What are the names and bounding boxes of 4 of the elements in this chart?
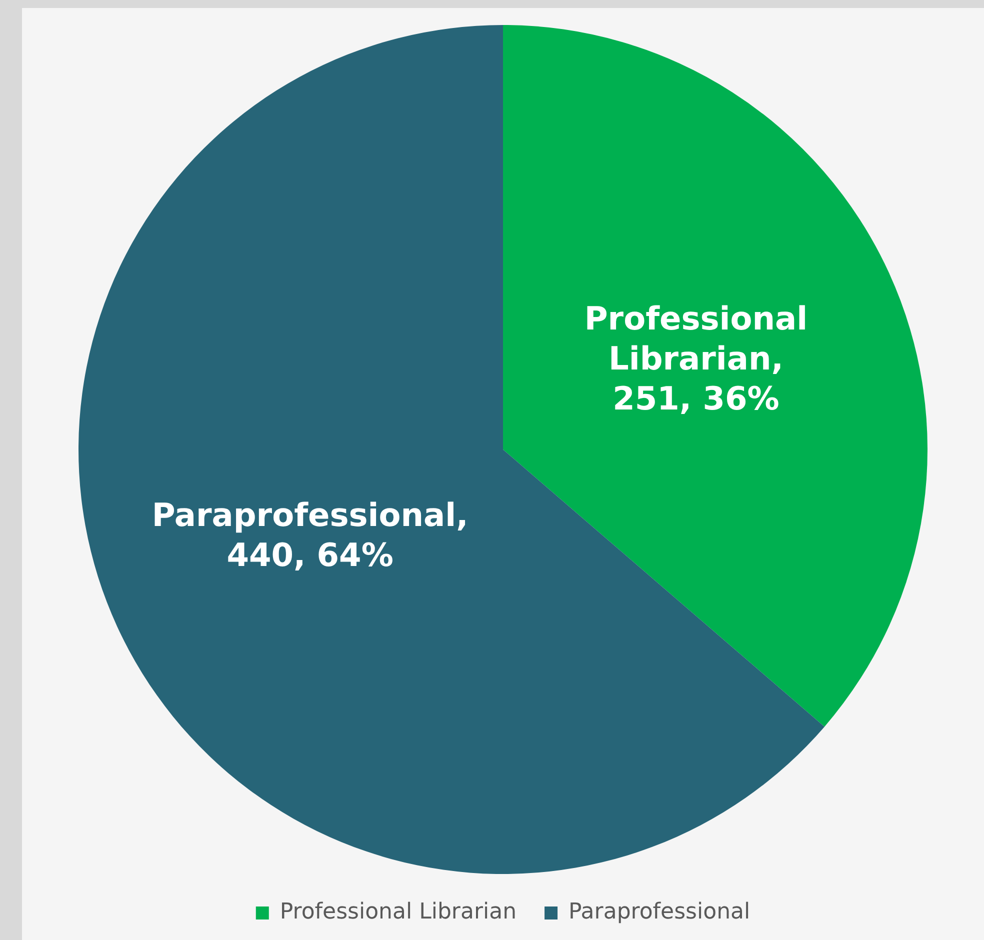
legend-label: Professional Librarian xyxy=(280,900,517,925)
data-label: Professional Librarian, 251, 36% xyxy=(584,299,808,418)
legend-label: Paraprofessional xyxy=(568,900,750,925)
data-label: Paraprofessional, 440, 64% xyxy=(152,496,468,574)
